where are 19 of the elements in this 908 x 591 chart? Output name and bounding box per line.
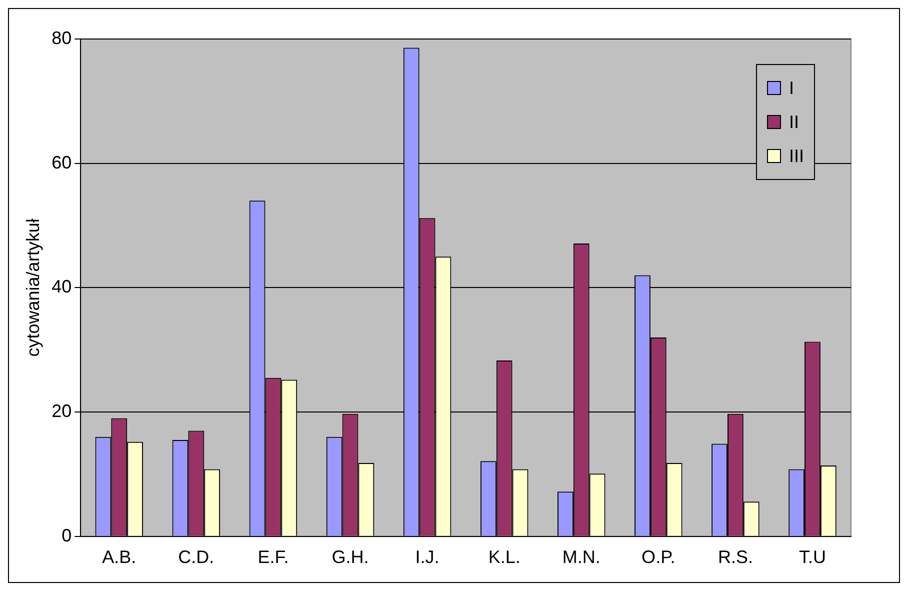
x-tick-label: R.S.: [718, 547, 753, 568]
y-tick-label: 60: [52, 152, 72, 172]
x-tick-label: M.N.: [562, 547, 600, 568]
x-tick-label: K.L.: [488, 547, 520, 568]
x-tick-label: E.F.: [258, 547, 289, 568]
y-axis-title: cytowania/artykuł: [22, 218, 43, 357]
x-tick-label: A.B.: [102, 547, 136, 568]
legend-label: III: [789, 146, 804, 166]
x-tick-label: O.P.: [642, 547, 676, 568]
x-tick-label: C.D.: [178, 547, 214, 568]
x-tick-label: T.U: [798, 547, 826, 568]
y-tick-label: 40: [52, 276, 72, 297]
y-tick-label: 20: [52, 401, 72, 422]
x-tick-label: I.J.: [415, 547, 440, 568]
y-tick-label: 80: [52, 28, 72, 48]
legend-label: I: [789, 78, 794, 98]
y-tick-label: 0: [62, 525, 72, 546]
x-tick-label: G.H.: [332, 547, 369, 568]
legend-label: II: [789, 112, 800, 132]
